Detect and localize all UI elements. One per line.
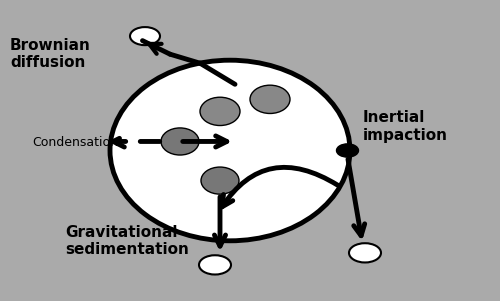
Ellipse shape: [201, 167, 239, 194]
Ellipse shape: [110, 60, 350, 241]
Ellipse shape: [200, 97, 240, 126]
Text: Gravitational
sedimentation: Gravitational sedimentation: [65, 225, 189, 257]
Circle shape: [130, 27, 160, 45]
Text: Inertial
impaction: Inertial impaction: [362, 110, 448, 143]
Ellipse shape: [161, 128, 199, 155]
Circle shape: [349, 243, 381, 262]
Text: Condensation: Condensation: [32, 136, 118, 150]
Ellipse shape: [250, 85, 290, 113]
Text: Brownian
diffusion: Brownian diffusion: [10, 38, 91, 70]
Circle shape: [336, 144, 358, 157]
Circle shape: [199, 255, 231, 275]
